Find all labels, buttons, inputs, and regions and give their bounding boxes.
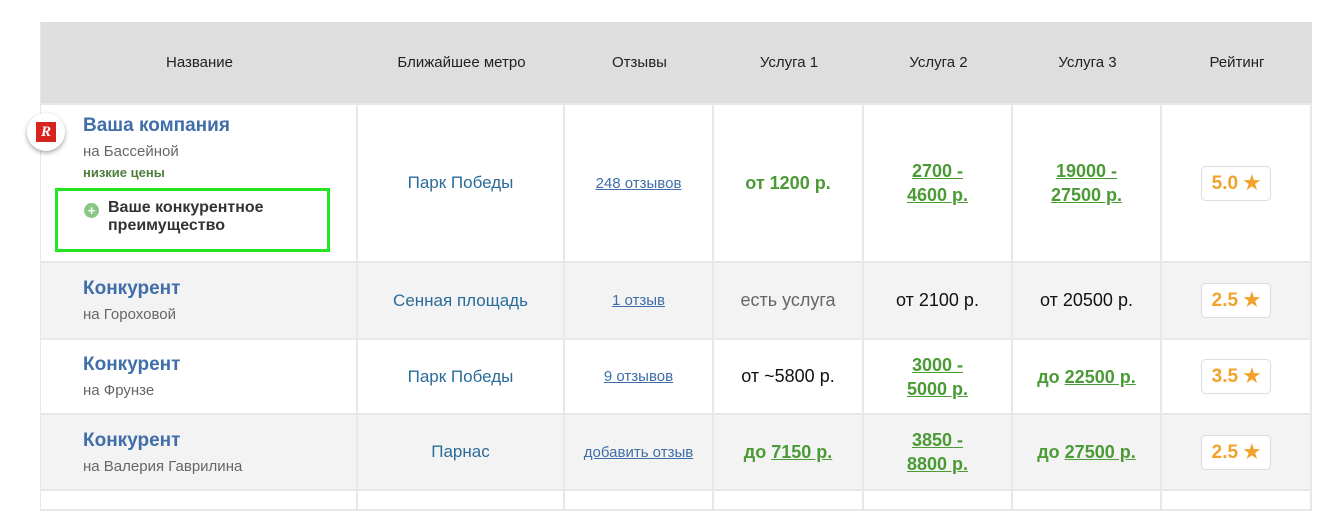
rating-cell: 5.0 ★ (1162, 105, 1312, 261)
rating-badge: 2.5 ★ (1200, 283, 1272, 318)
metro-cell: Парнас (358, 415, 565, 489)
table-row: Конкурент на Гороховой Сенная площадь 1 … (40, 263, 1312, 340)
service-price: есть услуга (740, 290, 836, 310)
service-cell: 3000 - 5000 р. (864, 340, 1013, 413)
service-price: от 1200 р. (745, 173, 831, 193)
company-logo: R (27, 113, 65, 151)
service-price[interactable]: 3850 - 8800 р. (906, 430, 969, 474)
company-cell: Конкурент на Гороховой (40, 263, 358, 338)
service-price[interactable]: до 22500 р. (1037, 366, 1136, 387)
plus-circle-icon: + (84, 202, 99, 218)
service-price[interactable]: 3000 - 5000 р. (906, 354, 969, 399)
reviews-cell: добавить отзыв (565, 415, 714, 489)
header-reviews: Отзывы (612, 54, 667, 71)
company-address: на Бассейной (83, 142, 179, 160)
service-cell: 2700 - 4600 р. (864, 105, 1013, 261)
reviews-link[interactable]: 248 отзывов (595, 174, 682, 192)
star-icon: ★ (1243, 441, 1261, 463)
metro-cell: Парк Победы (358, 105, 565, 261)
company-tag: низкие цены (83, 164, 165, 180)
rating-cell: 2.5 ★ (1162, 415, 1312, 489)
table-row: Конкурент на Валерия Гаврилина Парнас до… (40, 415, 1312, 491)
company-name[interactable]: Конкурент (83, 429, 181, 451)
service-price[interactable]: 2700 - 4600 р. (906, 161, 969, 205)
service-cell: есть услуга (714, 263, 864, 338)
company-address: на Гороховой (83, 306, 176, 323)
header-metro: Ближайшее метро (397, 54, 526, 71)
metro-station: Парк Победы (407, 173, 514, 192)
company-cell: Конкурент на Валерия Гаврилина (40, 415, 358, 489)
company-address: на Фрунзе (83, 382, 155, 399)
service-price[interactable]: до 27500 р. (1037, 442, 1136, 462)
star-icon: ★ (1243, 290, 1261, 311)
service-cell: от 20500 р. (1013, 263, 1162, 338)
table-row: Конкурент на Фрунзе Парк Победы 9 отзыво… (40, 340, 1312, 415)
star-icon: ★ (1243, 172, 1261, 194)
reviews-cell: 9 отзывов (565, 340, 714, 413)
reviews-link[interactable]: 1 отзыв (611, 292, 666, 309)
metro-station: Парнас (431, 442, 490, 461)
service-cell: до 27500 р. (1013, 415, 1162, 489)
metro-cell: Сенная площадь (358, 263, 565, 338)
service-price: от 20500 р. (1040, 290, 1133, 310)
service-cell: 19000 - 27500 р. (1013, 105, 1162, 261)
service-cell: 3850 - 8800 р. (864, 415, 1013, 489)
rating-badge: 3.5 ★ (1200, 359, 1272, 394)
rating-badge: 2.5 ★ (1200, 434, 1272, 470)
service-price[interactable]: 19000 - 27500 р. (1050, 161, 1123, 205)
comparison-table: Название Ближайшее метро Отзывы Услуга 1… (40, 22, 1312, 511)
reviews-link[interactable]: добавить отзыв (583, 443, 694, 461)
service-price: от 2100 р. (896, 290, 979, 310)
header-service-3: Услуга 3 (1058, 54, 1117, 71)
metro-cell: Парк Победы (358, 340, 565, 413)
reviews-cell: 248 отзывов (565, 105, 714, 261)
service-cell: от 2100 р. (864, 263, 1013, 338)
table-row: Ваша компания на Бассейной низкие цены +… (40, 105, 1312, 263)
company-cell: Ваша компания на Бассейной низкие цены +… (40, 105, 358, 261)
rating-badge: 5.0 ★ (1200, 165, 1272, 201)
company-name[interactable]: Конкурент (83, 278, 181, 299)
service-price[interactable]: до 7150 р. (743, 442, 833, 462)
metro-station: Сенная площадь (393, 290, 528, 310)
company-cell: Конкурент на Фрунзе (40, 340, 358, 413)
service-price: от ~5800 р. (741, 366, 835, 386)
company-name[interactable]: Конкурент (83, 354, 181, 375)
header-service-1: Услуга 1 (759, 54, 819, 71)
company-name[interactable]: Ваша компания (83, 114, 230, 136)
header-rating: Рейтинг (1209, 54, 1265, 71)
rating-cell: 2.5 ★ (1162, 263, 1312, 338)
star-icon: ★ (1243, 366, 1261, 387)
header-service-2: Услуга 2 (909, 54, 968, 71)
metro-station: Парк Победы (407, 366, 514, 386)
company-address: на Валерия Гаврилина (83, 457, 243, 475)
table-row (40, 491, 1312, 511)
reviews-cell: 1 отзыв (565, 263, 714, 338)
service-cell: до 22500 р. (1013, 340, 1162, 413)
rating-cell: 3.5 ★ (1162, 340, 1312, 413)
service-cell: от 1200 р. (714, 105, 864, 261)
table-header: Название Ближайшее метро Отзывы Услуга 1… (40, 22, 1312, 105)
header-name: Название (40, 22, 358, 103)
reviews-link[interactable]: 9 отзывов (603, 368, 674, 385)
service-cell: до 7150 р. (714, 415, 864, 489)
service-cell: от ~5800 р. (714, 340, 864, 413)
advantage-box: + Ваше конкурентное преимущество (55, 187, 330, 252)
